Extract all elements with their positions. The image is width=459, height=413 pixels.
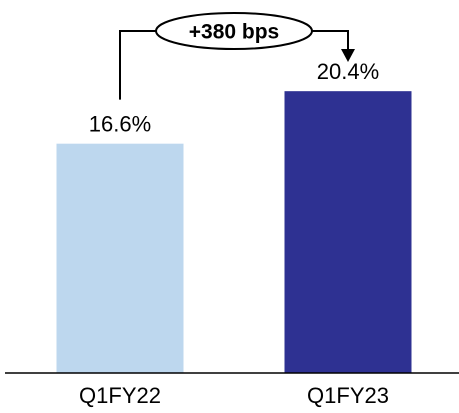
- x-tick-label-q1fy22: Q1FY22: [79, 383, 161, 408]
- arrow-down-icon: [341, 49, 355, 62]
- data-labels-layer: 16.6% 20.4%: [89, 59, 379, 136]
- data-label-q1fy23: 20.4%: [317, 59, 379, 84]
- bar-q1fy22: [56, 143, 184, 373]
- change-annotation: +380 bps: [119, 12, 355, 100]
- bar-q1fy23: [284, 91, 412, 373]
- annotation-label: +380 bps: [189, 21, 279, 44]
- x-tick-label-q1fy23: Q1FY23: [307, 383, 389, 408]
- annotation-bubble: [155, 12, 313, 50]
- bars-layer: [56, 91, 412, 373]
- x-tick-labels-layer: Q1FY22 Q1FY23: [79, 383, 389, 408]
- data-label-q1fy22: 16.6%: [89, 112, 151, 137]
